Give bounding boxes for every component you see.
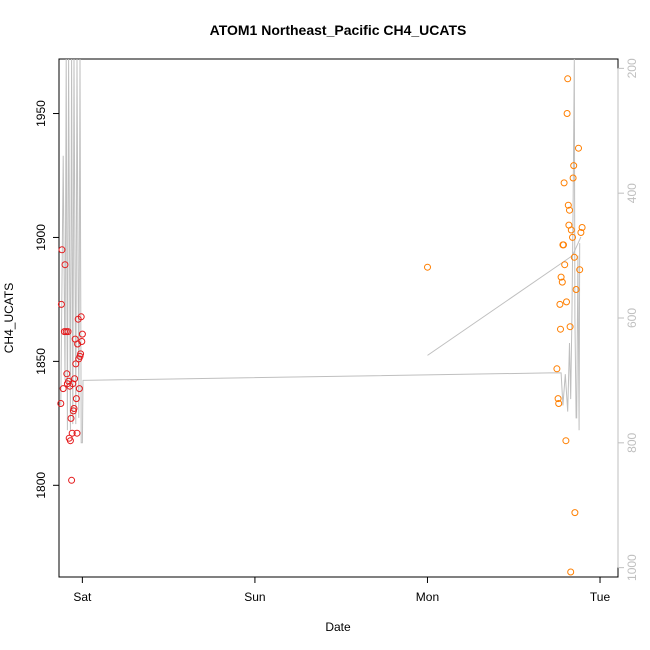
data-point — [570, 253, 578, 261]
data-point — [555, 400, 563, 407]
data-point — [569, 174, 577, 182]
data-point — [424, 263, 431, 271]
y-tick-label: 1900 — [34, 224, 48, 251]
data-point — [569, 233, 576, 241]
y-axis-label: CH4_UCATS — [2, 283, 16, 353]
data-point — [567, 226, 575, 234]
data-point — [566, 206, 573, 214]
data-point — [72, 395, 80, 403]
y2-axis: 200 400 600 800 1000 — [617, 58, 639, 581]
data-point — [78, 330, 86, 338]
data-point — [567, 568, 575, 576]
overlay-line-0 — [60, 58, 581, 444]
data-point — [57, 400, 65, 407]
y2-tick-label: 400 — [625, 183, 639, 203]
data-point — [576, 266, 584, 274]
data-point — [557, 325, 564, 333]
overlay-line-1 — [427, 236, 582, 356]
data-point — [67, 414, 75, 422]
y2-tick-label: 1000 — [625, 554, 639, 581]
y2-tick-label: 200 — [625, 58, 639, 78]
data-point — [68, 429, 76, 437]
data-point — [556, 300, 564, 308]
data-point — [58, 246, 66, 254]
data-point — [59, 385, 67, 393]
data-point — [563, 110, 571, 117]
y-axis: 1800 1850 1900 1950 — [34, 100, 59, 499]
x-axis-label: Date — [325, 620, 351, 634]
data-point — [78, 338, 86, 345]
data-point — [75, 385, 83, 393]
data-point — [560, 241, 567, 249]
data-point — [570, 162, 578, 170]
data-point — [64, 328, 72, 336]
data-point — [571, 509, 579, 517]
data-point — [68, 476, 76, 484]
data-point — [553, 365, 561, 373]
x-tick-label: Mon — [416, 590, 439, 604]
data-point — [566, 323, 574, 331]
data-point — [572, 286, 580, 293]
data-point — [564, 75, 572, 83]
x-tick-label: Sun — [244, 590, 265, 604]
points-layer — [57, 75, 586, 576]
data-point — [561, 261, 569, 269]
data-point — [554, 395, 562, 403]
x-axis: Sat Sun Mon Tue — [73, 577, 610, 604]
y-tick-label: 1850 — [34, 348, 48, 375]
data-point — [71, 375, 79, 383]
data-point — [61, 261, 69, 269]
overlay-line-layer — [60, 58, 582, 444]
data-point — [578, 224, 586, 231]
data-point — [72, 360, 80, 368]
data-point — [77, 313, 85, 321]
data-point — [77, 350, 85, 358]
data-point — [557, 273, 565, 281]
y2-tick-label: 800 — [625, 432, 639, 452]
data-point — [70, 405, 78, 412]
data-point — [73, 429, 81, 437]
x-tick-label: Sat — [73, 590, 92, 604]
data-point — [63, 370, 71, 378]
data-point — [575, 144, 582, 152]
x-tick-label: Tue — [590, 590, 611, 604]
data-point — [558, 278, 566, 286]
data-point — [577, 229, 585, 236]
plot-frame — [58, 58, 619, 578]
data-point — [57, 300, 65, 308]
data-point — [562, 437, 570, 445]
chart-title: ATOM1 Northeast_Pacific CH4_UCATS — [210, 22, 467, 38]
data-point — [563, 298, 570, 306]
data-point — [66, 437, 74, 445]
y2-tick-label: 600 — [625, 308, 639, 328]
data-point — [564, 201, 572, 209]
data-point — [560, 179, 568, 187]
y-tick-label: 1950 — [34, 100, 48, 127]
y-tick-label: 1800 — [34, 472, 48, 499]
